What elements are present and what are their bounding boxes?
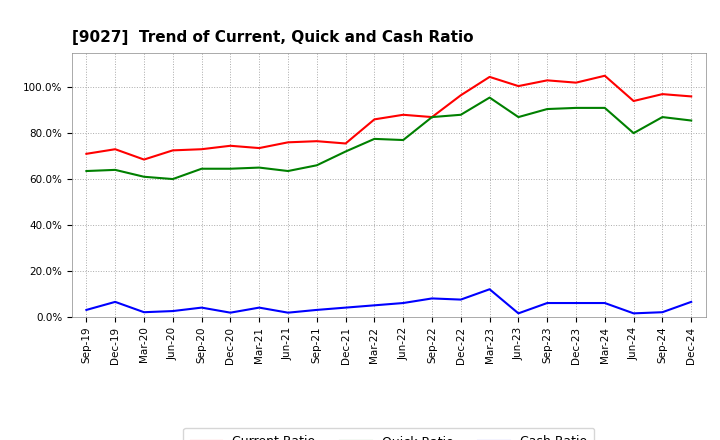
Cash Ratio <box>514 311 523 316</box>
Quick Ratio <box>255 165 264 170</box>
Current Ratio <box>111 147 120 152</box>
Quick Ratio <box>140 174 148 180</box>
Quick Ratio <box>543 106 552 112</box>
Cash Ratio <box>399 301 408 306</box>
Current Ratio <box>399 112 408 117</box>
Quick Ratio <box>600 105 609 110</box>
Current Ratio <box>456 93 465 98</box>
Current Ratio <box>312 139 321 144</box>
Current Ratio <box>485 74 494 80</box>
Cash Ratio <box>543 301 552 306</box>
Current Ratio <box>255 146 264 151</box>
Current Ratio <box>197 147 206 152</box>
Current Ratio <box>514 84 523 89</box>
Current Ratio <box>82 151 91 157</box>
Current Ratio <box>572 80 580 85</box>
Quick Ratio <box>514 114 523 120</box>
Current Ratio <box>341 141 350 146</box>
Quick Ratio <box>226 166 235 171</box>
Quick Ratio <box>284 169 292 174</box>
Quick Ratio <box>428 114 436 120</box>
Cash Ratio <box>284 310 292 315</box>
Cash Ratio <box>456 297 465 302</box>
Quick Ratio <box>572 105 580 110</box>
Current Ratio <box>140 157 148 162</box>
Current Ratio <box>168 148 177 153</box>
Cash Ratio <box>341 305 350 310</box>
Cash Ratio <box>111 299 120 304</box>
Cash Ratio <box>255 305 264 310</box>
Quick Ratio <box>168 176 177 182</box>
Quick Ratio <box>629 131 638 136</box>
Quick Ratio <box>312 163 321 168</box>
Cash Ratio <box>226 310 235 315</box>
Current Ratio <box>687 94 696 99</box>
Cash Ratio <box>428 296 436 301</box>
Line: Cash Ratio: Cash Ratio <box>86 289 691 313</box>
Current Ratio <box>600 73 609 78</box>
Cash Ratio <box>687 299 696 304</box>
Cash Ratio <box>572 301 580 306</box>
Quick Ratio <box>485 95 494 100</box>
Line: Quick Ratio: Quick Ratio <box>86 98 691 179</box>
Quick Ratio <box>658 114 667 120</box>
Cash Ratio <box>168 308 177 314</box>
Quick Ratio <box>82 169 91 174</box>
Cash Ratio <box>82 307 91 312</box>
Quick Ratio <box>341 149 350 154</box>
Cash Ratio <box>140 310 148 315</box>
Current Ratio <box>226 143 235 148</box>
Legend: Current Ratio, Quick Ratio, Cash Ratio: Current Ratio, Quick Ratio, Cash Ratio <box>184 428 594 440</box>
Quick Ratio <box>370 136 379 142</box>
Quick Ratio <box>456 112 465 117</box>
Current Ratio <box>370 117 379 122</box>
Quick Ratio <box>111 167 120 172</box>
Current Ratio <box>543 78 552 83</box>
Current Ratio <box>284 139 292 145</box>
Current Ratio <box>658 92 667 97</box>
Cash Ratio <box>658 310 667 315</box>
Current Ratio <box>629 99 638 104</box>
Cash Ratio <box>629 311 638 316</box>
Quick Ratio <box>687 118 696 123</box>
Cash Ratio <box>197 305 206 310</box>
Cash Ratio <box>485 286 494 292</box>
Quick Ratio <box>197 166 206 171</box>
Cash Ratio <box>600 301 609 306</box>
Cash Ratio <box>370 303 379 308</box>
Cash Ratio <box>312 307 321 312</box>
Current Ratio <box>428 114 436 120</box>
Quick Ratio <box>399 137 408 143</box>
Line: Current Ratio: Current Ratio <box>86 76 691 160</box>
Text: [9027]  Trend of Current, Quick and Cash Ratio: [9027] Trend of Current, Quick and Cash … <box>72 29 474 45</box>
